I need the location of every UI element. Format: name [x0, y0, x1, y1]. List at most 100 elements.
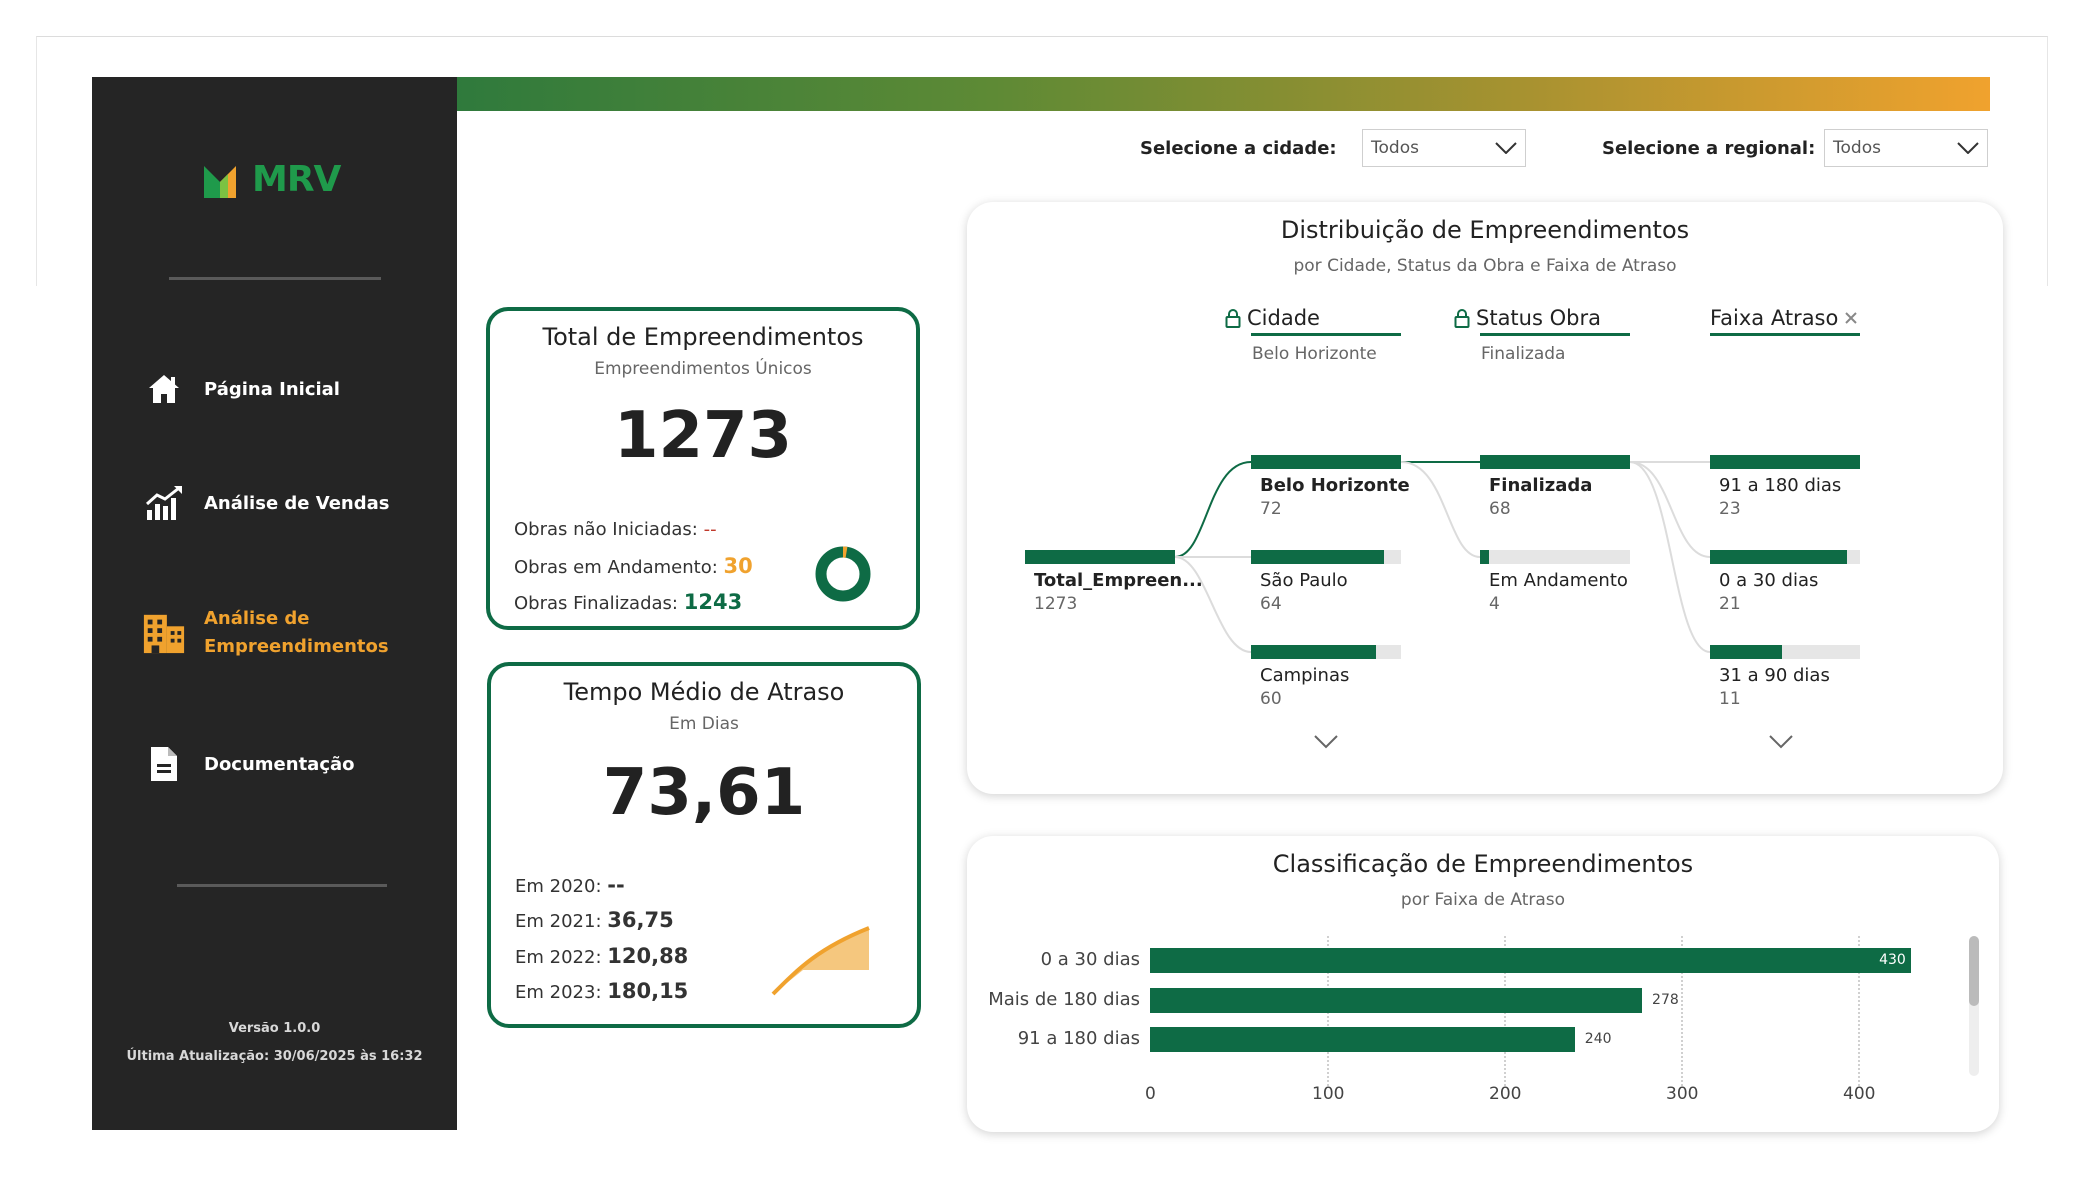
stat-label: Em 2021:: [515, 911, 602, 932]
card-subtitle: Em Dias: [669, 714, 739, 734]
total-value: 1273: [613, 399, 793, 473]
home-icon: [142, 367, 186, 411]
bar[interactable]: [1150, 948, 1912, 973]
stat-not-started: Obras não Iniciadas: --: [514, 519, 717, 540]
stat-value: --: [703, 519, 717, 540]
tree-node-value: 60: [1260, 689, 1282, 709]
tree-node-label: Campinas: [1260, 665, 1350, 686]
lock-icon: [1225, 309, 1241, 328]
tree-node-track: [1480, 550, 1630, 564]
x-tick-label: 100: [1312, 1084, 1345, 1104]
level-underline: [1480, 333, 1630, 336]
stat-value: --: [607, 873, 625, 897]
bar-value-label: 278: [1652, 992, 1679, 1008]
regional-select-value: Todos: [1833, 138, 1881, 158]
mrv-logo-icon: [204, 165, 236, 198]
level-selected: Finalizada: [1481, 344, 1566, 364]
stat-in-progress: Obras em Andamento: 30: [514, 554, 753, 578]
tree-node-bar[interactable]: [1251, 455, 1401, 469]
distribuicao-panel: Distribuição de Empreendimentos por Cida…: [967, 202, 2003, 794]
close-icon[interactable]: [1844, 311, 1858, 325]
nav-documentacao[interactable]: Documentação: [142, 742, 355, 786]
nav-analise-empreendimentos[interactable]: Análise de Empreendimentos: [142, 605, 389, 661]
delay-value: 73,61: [602, 756, 806, 830]
tree-node-label: Em Andamento: [1489, 570, 1628, 591]
tree-node-bar[interactable]: [1480, 455, 1630, 469]
scrollbar-thumb[interactable]: [1969, 936, 1979, 1006]
stat-2020: Em 2020: --: [515, 873, 625, 897]
lock-icon: [1454, 309, 1470, 328]
tree-node-bar[interactable]: [1710, 645, 1782, 659]
level-header-status[interactable]: Status Obra: [1454, 306, 1601, 330]
level-header-cidade[interactable]: Cidade: [1225, 306, 1320, 330]
stat-2023: Em 2023: 180,15: [515, 979, 688, 1003]
tree-node-bar[interactable]: [1710, 455, 1860, 469]
bar[interactable]: [1150, 988, 1643, 1013]
stat-value: 36,75: [607, 908, 674, 932]
header-gradient-bar: [457, 77, 1990, 111]
tree-node-value: 1273: [1034, 594, 1078, 614]
sidebar: MRV Página Inicial Análise de Vendas Aná…: [92, 77, 457, 1130]
bar[interactable]: [1150, 1027, 1575, 1052]
stat-label: Em 2020:: [515, 876, 602, 897]
tree-connectors: [1174, 461, 1711, 653]
level-selected: Belo Horizonte: [1252, 344, 1377, 364]
nav-label: Análise de Vendas: [204, 492, 390, 514]
regional-select[interactable]: Todos: [1824, 129, 1988, 167]
stat-2022: Em 2022: 120,88: [515, 944, 688, 968]
city-select[interactable]: Todos: [1362, 129, 1526, 167]
level-name: Cidade: [1247, 306, 1320, 330]
tempo-medio-atraso-card: Tempo Médio de Atraso Em Dias 73,61 Em 2…: [487, 662, 921, 1028]
panel-subtitle: por Cidade, Status da Obra e Faixa de At…: [1293, 256, 1677, 276]
tree-node-label: 0 a 30 dias: [1719, 570, 1819, 591]
level-underline: [1251, 333, 1401, 336]
document-icon: [142, 742, 186, 786]
level-name: Faixa Atraso: [1710, 306, 1839, 330]
logo-text: MRV: [252, 159, 341, 200]
building-icon: [142, 611, 186, 655]
expand-more-icon[interactable]: [1768, 734, 1794, 750]
tree-node-bar[interactable]: [1025, 550, 1175, 564]
panel-title: Classificação de Empreendimentos: [1272, 850, 1694, 878]
scrollbar-track[interactable]: [1969, 936, 1979, 1076]
gridline: [1681, 936, 1683, 1086]
classificacao-panel: Classificação de Empreendimentos por Fai…: [967, 836, 1999, 1132]
bar-value-label: 240: [1584, 1031, 1612, 1047]
card-title: Total de Empreendimentos: [542, 323, 864, 351]
chevron-down-icon: [1495, 142, 1517, 154]
tree-node-value: 23: [1719, 499, 1741, 519]
sidebar-divider-top: [169, 277, 381, 280]
total-empreendimentos-card: Total de Empreendimentos Empreendimentos…: [486, 307, 920, 630]
tree-node-value: 4: [1489, 594, 1500, 614]
expand-more-icon[interactable]: [1313, 734, 1339, 750]
card-subtitle: Empreendimentos Únicos: [594, 359, 812, 379]
version-text: Versão 1.0.0: [228, 1021, 321, 1036]
tree-node-bar[interactable]: [1710, 550, 1847, 564]
nav-analise-vendas[interactable]: Análise de Vendas: [142, 481, 390, 525]
stat-label: Em 2023:: [515, 982, 602, 1003]
bar-chart: 0 100 200 300 400 0 a 30 dias 430 Mais de 180 d…: [967, 836, 1999, 1132]
city-select-value: Todos: [1371, 138, 1419, 158]
nav-label: Documentação: [204, 753, 355, 775]
city-filter-label: Selecione a cidade:: [1140, 138, 1337, 159]
nav-label-line1: Análise de: [204, 608, 310, 629]
category-label: 91 a 180 dias: [1017, 1028, 1140, 1049]
last-update-text: Última Atualização: 30/06/2025 às 16:32: [126, 1049, 423, 1064]
panel-title: Distribuição de Empreendimentos: [1280, 216, 1690, 244]
gridline: [1858, 936, 1860, 1086]
chevron-down-icon: [1957, 142, 1979, 154]
tree-node-bar[interactable]: [1251, 645, 1376, 659]
stat-finished: Obras Finalizadas: 1243: [514, 590, 742, 614]
stat-value: 1243: [683, 590, 743, 614]
nav-pagina-inicial[interactable]: Página Inicial: [142, 367, 340, 411]
stat-value: 180,15: [607, 979, 689, 1003]
tree-node-bar[interactable]: [1251, 550, 1384, 564]
tree-node-label: Total_Empreen...: [1034, 570, 1203, 591]
level-header-faixa[interactable]: Faixa Atraso: [1710, 306, 1858, 330]
stat-2021: Em 2021: 36,75: [515, 908, 674, 932]
sidebar-divider-bottom: [177, 884, 387, 887]
panel-subtitle: por Faixa de Atraso: [1400, 890, 1566, 910]
tree-node-label: 31 a 90 dias: [1719, 665, 1830, 686]
chart-growth-icon: [142, 481, 186, 525]
tree-node-bar[interactable]: [1480, 550, 1489, 564]
